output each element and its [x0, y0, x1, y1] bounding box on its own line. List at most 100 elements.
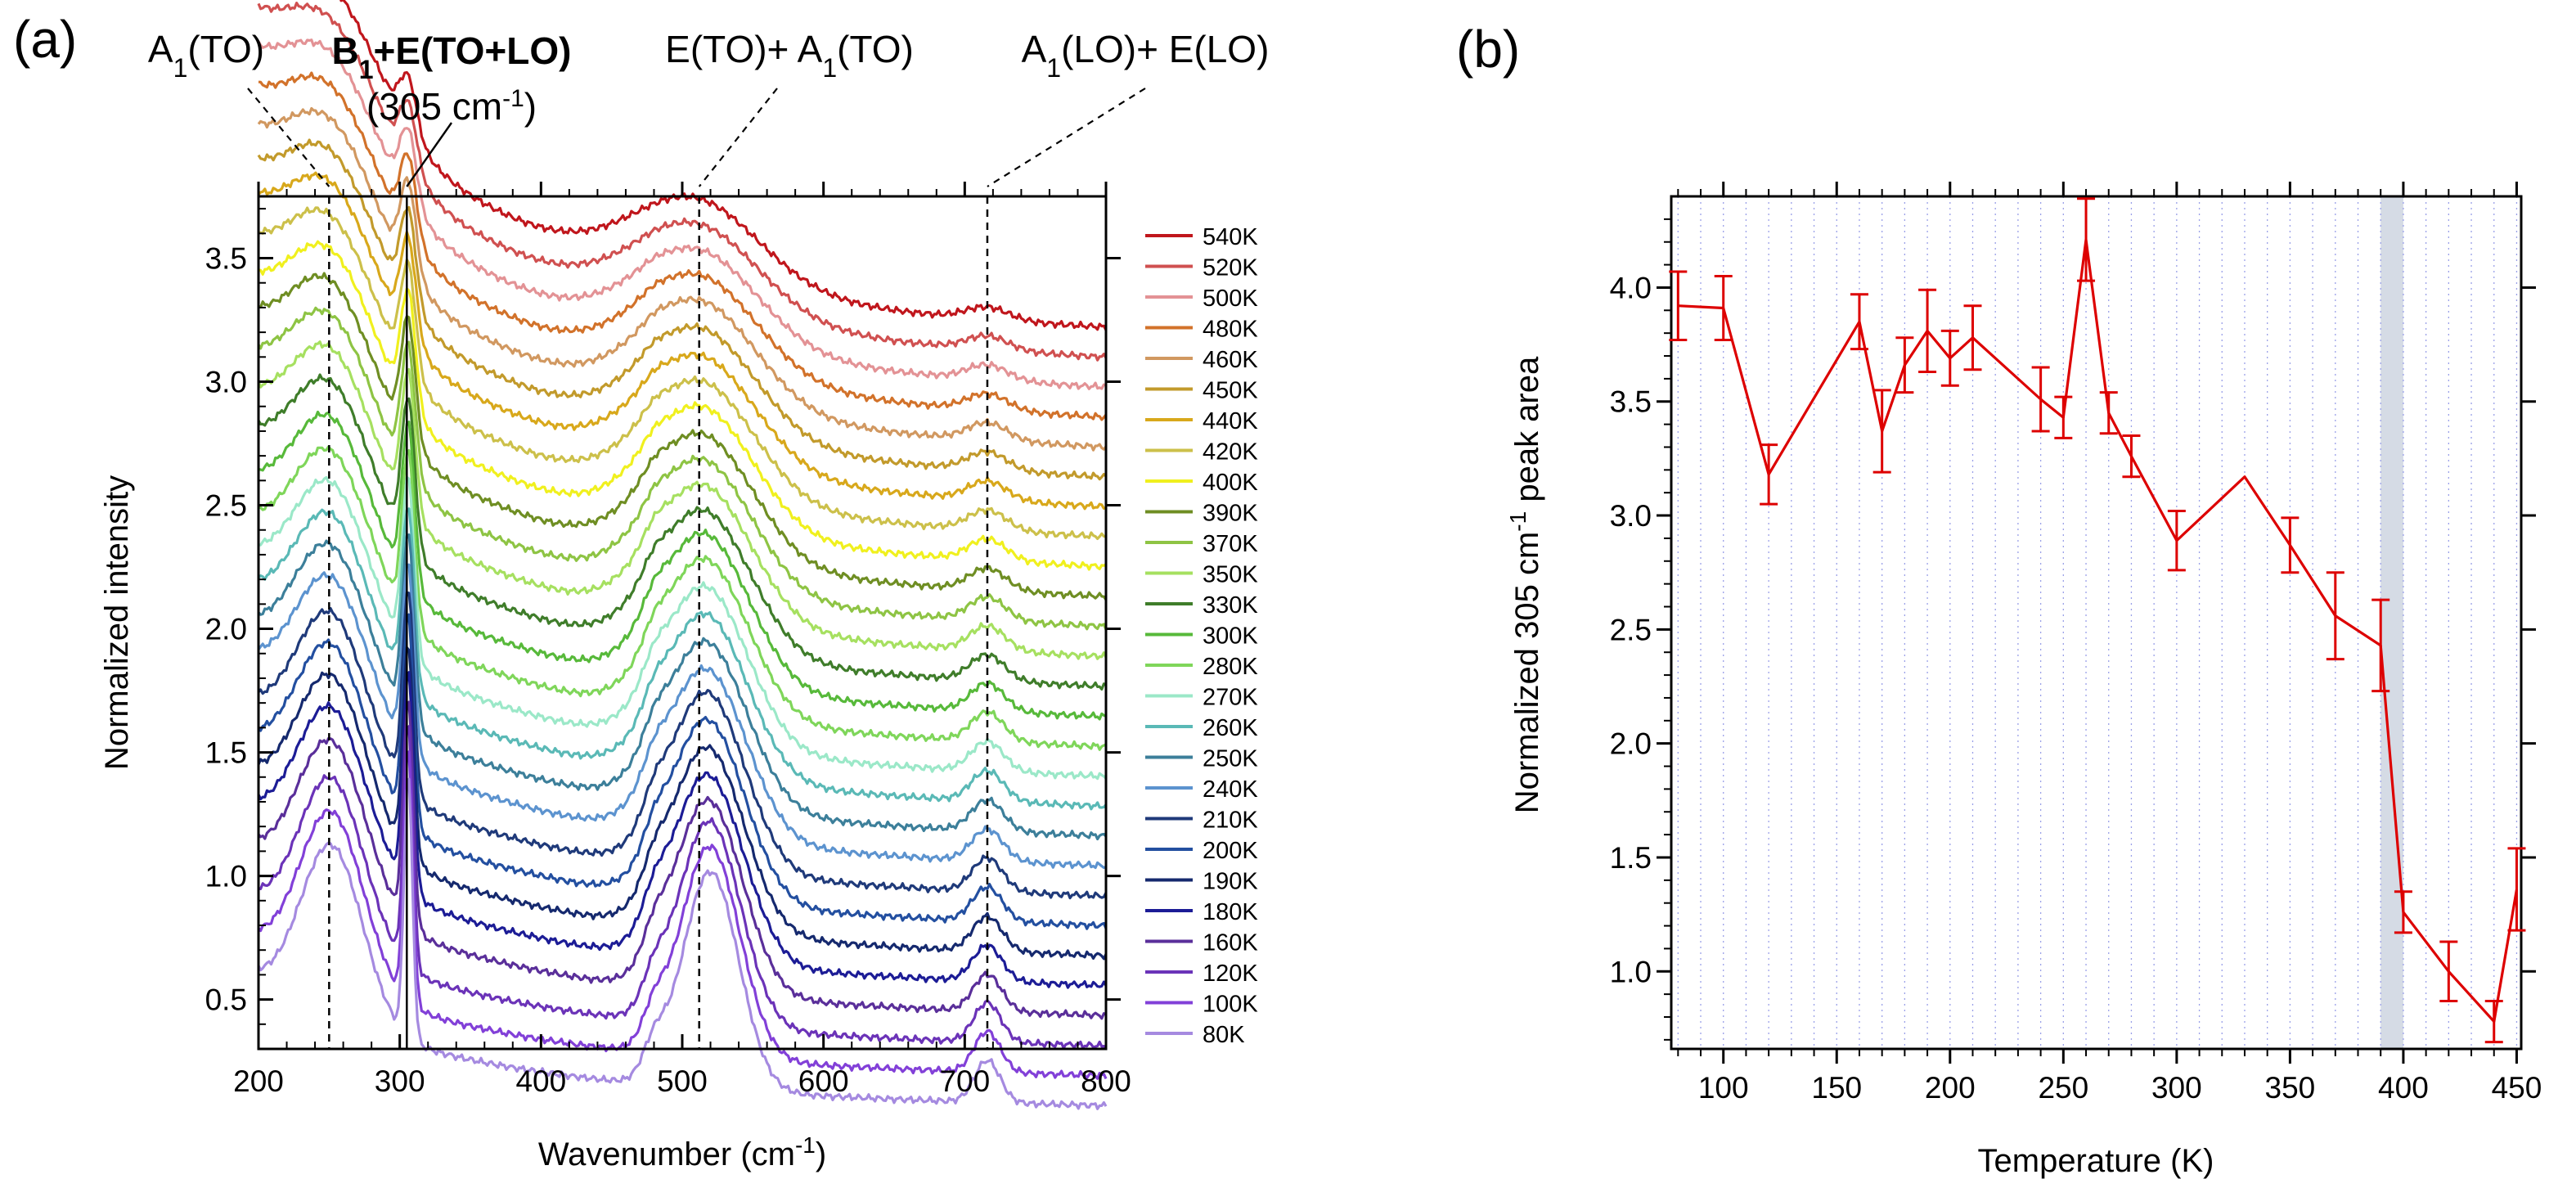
leader-b1e — [406, 122, 452, 187]
shaded-band — [2380, 196, 2403, 1049]
series-line-300K — [258, 410, 1107, 721]
series-line-350K — [257, 340, 1108, 660]
legend-label-100K: 100K — [1203, 992, 1258, 1018]
legend-label-250K: 250K — [1203, 746, 1258, 772]
x-tick-label-b-250: 250 — [2038, 1071, 2088, 1105]
y-tick-label-b-1.0: 1.0 — [1610, 955, 1652, 988]
x-tick-label-600: 600 — [798, 1064, 849, 1098]
y-axis-title-a: Normalized intensity — [99, 475, 135, 770]
peak-label-a1lo: A1(LO)+ E(LO) — [1022, 28, 1270, 83]
legend-label-80K: 80K — [1203, 1022, 1245, 1048]
leader-a1to — [247, 88, 330, 187]
series-line-120K — [258, 725, 1108, 1050]
leader-eto — [698, 88, 778, 187]
leader-a1lo — [987, 88, 1146, 187]
x-tick-label-b-100: 100 — [1698, 1071, 1749, 1105]
legend-label-370K: 370K — [1203, 531, 1258, 557]
y-tick-label-3.5: 3.5 — [205, 242, 247, 276]
y-tick-label-b-4.0: 4.0 — [1610, 271, 1652, 304]
panel-a: A1(TO) B1+E(TO+LO)(305 cm-1) E(TO)+ A1(TO)… — [13, 0, 1269, 1172]
x-tick-label-700: 700 — [939, 1064, 990, 1098]
x-tick-label-b-200: 200 — [1925, 1071, 1976, 1105]
y-tick-label-3.0: 3.0 — [205, 366, 247, 399]
x-tick-label-b-450: 450 — [2492, 1071, 2542, 1105]
series-line-390K — [258, 272, 1108, 601]
y-tick-label-0.5: 0.5 — [205, 983, 247, 1017]
y-tick-label-b-2.0: 2.0 — [1610, 727, 1652, 761]
series-line-260K — [257, 507, 1108, 811]
x-axis-title-a: Wavenumber (cm-1) — [538, 1132, 826, 1173]
y-tick-label-1.5: 1.5 — [205, 736, 247, 770]
y-axis-title-b: Normalized 305 cm-1 peak area — [1505, 356, 1546, 813]
legend-label-480K: 480K — [1203, 317, 1258, 343]
peak-label-a1to: A1(TO) — [148, 28, 264, 83]
series-line-190K — [257, 646, 1108, 961]
y-tick-label-2.5: 2.5 — [205, 489, 247, 523]
series-line-180K — [257, 671, 1108, 989]
peak-label-b1e: B1+E(TO+LO) — [331, 29, 571, 84]
legend-label-240K: 240K — [1203, 776, 1258, 803]
series-line-500K — [257, 38, 1107, 390]
panel-label-a: (a) — [13, 10, 77, 69]
y-tick-label-2.0: 2.0 — [205, 613, 247, 646]
x-tick-label-300: 300 — [375, 1064, 425, 1098]
x-tick-label-500: 500 — [657, 1064, 708, 1098]
x-tick-label-400: 400 — [515, 1064, 566, 1098]
series-line-370K — [257, 306, 1108, 631]
legend-label-210K: 210K — [1203, 808, 1258, 834]
panel-b: 100 150 200 250 300 350 400 450 1.0 1.5 2.0 2.5 3.0 3… — [1456, 20, 2542, 1179]
legend-label-160K: 160K — [1203, 930, 1258, 956]
legend-label-420K: 420K — [1203, 439, 1258, 466]
series-line-440K — [257, 171, 1107, 511]
legend-label-390K: 390K — [1203, 501, 1258, 527]
y-tick-label-b-3.0: 3.0 — [1610, 499, 1652, 533]
y-tick-label-b-2.5: 2.5 — [1610, 613, 1652, 646]
legend-label-180K: 180K — [1203, 899, 1258, 925]
x-tick-label-200: 200 — [233, 1064, 284, 1098]
series-line-400K — [258, 240, 1107, 571]
legend-label-440K: 440K — [1203, 408, 1258, 434]
series-line-160K — [257, 700, 1107, 1020]
series-line-330K — [257, 373, 1107, 691]
legend-label-190K: 190K — [1203, 869, 1258, 895]
legend-label-280K: 280K — [1203, 654, 1258, 680]
x-tick-label-800: 800 — [1081, 1064, 1131, 1098]
x-tick-label-b-400: 400 — [2378, 1071, 2429, 1105]
y-tick-label-1.0: 1.0 — [205, 860, 247, 893]
x-tick-label-b-350: 350 — [2265, 1071, 2316, 1105]
series-line-250K — [257, 533, 1108, 841]
series-line-460K — [257, 106, 1108, 452]
series-line-80K — [257, 777, 1108, 1110]
series-line-420K — [258, 206, 1107, 540]
series-line-520K — [257, 2, 1108, 362]
y-tick-label-b-3.5: 3.5 — [1610, 385, 1652, 419]
legend-label-200K: 200K — [1203, 838, 1258, 864]
series-line-210K — [257, 591, 1108, 900]
legend-label-300K: 300K — [1203, 623, 1258, 650]
x-tick-label-b-150: 150 — [1811, 1071, 1862, 1105]
legend-label-120K: 120K — [1203, 961, 1258, 987]
legend-label-460K: 460K — [1203, 347, 1258, 373]
x-axis-title-b: Temperature (K) — [1978, 1143, 2214, 1179]
legend-label-500K: 500K — [1203, 286, 1258, 312]
legend-label-330K: 330K — [1203, 592, 1258, 619]
plot-frame-b — [1670, 195, 2523, 1051]
legend-label-260K: 260K — [1203, 715, 1258, 741]
legend-label-270K: 270K — [1203, 685, 1258, 711]
legend-label-350K: 350K — [1203, 562, 1258, 588]
panel-label-b: (b) — [1456, 20, 1520, 79]
series-line-480K — [258, 71, 1108, 421]
series-line-280K — [258, 445, 1107, 751]
peak-label-eto: E(TO)+ A1(TO) — [665, 28, 914, 83]
series-line-270K — [258, 475, 1108, 781]
legend-label-540K: 540K — [1203, 224, 1258, 250]
legend-label-520K: 520K — [1203, 255, 1258, 281]
y-tick-label-b-1.5: 1.5 — [1610, 841, 1652, 875]
series-line-200K — [257, 613, 1108, 930]
x-tick-label-b-300: 300 — [2151, 1071, 2202, 1105]
legend-label-450K: 450K — [1203, 378, 1258, 404]
peak-label-305: (305 cm-1) — [366, 85, 537, 128]
series-line-240K — [257, 563, 1107, 870]
series-line-100K — [257, 750, 1108, 1080]
